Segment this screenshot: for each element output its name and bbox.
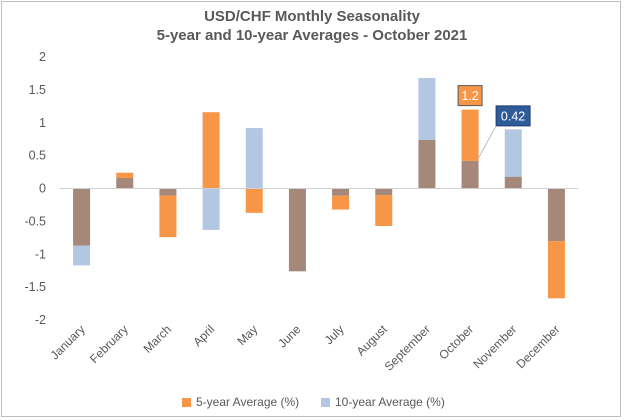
bar-group: [461, 109, 479, 189]
x-tick-label: May: [234, 322, 260, 348]
bar-overlap: [116, 177, 134, 189]
bar-group: [202, 112, 220, 230]
y-tick-label: 1: [39, 116, 46, 130]
bar-group: [504, 129, 522, 189]
bar-10yr: [418, 78, 436, 140]
y-tick-label: -0.5: [24, 214, 46, 228]
value-callout: 1.2: [457, 85, 483, 107]
x-tick-label: November: [470, 322, 519, 371]
x-tick-label: August: [354, 322, 391, 359]
y-tick-label: 1.5: [29, 83, 46, 97]
x-tick-label: October: [436, 322, 476, 362]
bar-5yr: [547, 241, 565, 299]
bar-5yr: [245, 188, 263, 213]
bar-5yr: [332, 195, 350, 210]
bar-overlap: [332, 188, 350, 196]
y-tick-label: 2: [39, 50, 46, 64]
bar-5yr: [159, 195, 177, 238]
bar-overlap: [418, 139, 436, 189]
bar-overlap: [504, 176, 522, 189]
bar-10yr: [73, 245, 91, 266]
x-tick-label: June: [275, 322, 304, 351]
callouts: 1.2 0.42: [457, 85, 531, 160]
x-tick-label: December: [513, 322, 562, 371]
bar-overlap: [461, 160, 479, 189]
bar-group: [116, 172, 134, 189]
bar-group: [159, 188, 177, 238]
bar-5yr: [461, 109, 479, 161]
bar-group: [288, 188, 306, 272]
callout-box: [495, 105, 531, 127]
legend-swatch-5yr: [182, 397, 191, 407]
bar-group: [332, 188, 350, 210]
callout-box: [457, 85, 483, 107]
bar-overlap: [288, 188, 306, 272]
y-tick-label: -1.5: [24, 280, 46, 294]
x-tick-label: September: [382, 322, 433, 373]
bar-10yr: [245, 128, 263, 189]
y-tick-label: -1: [35, 247, 46, 261]
x-tick-label: January: [48, 322, 88, 362]
callout-text: 1.2: [461, 89, 478, 103]
callout-leader: [477, 125, 497, 160]
bar-group: [73, 188, 91, 266]
legend-item-5yr: 5-year Average (%): [182, 395, 299, 409]
bar-5yr: [375, 195, 393, 226]
bar-5yr: [116, 172, 134, 178]
bar-overlap: [547, 188, 565, 242]
bar-10yr: [504, 129, 522, 177]
legend-label-10yr: 10-year Average (%): [335, 395, 445, 409]
bar-group: [547, 188, 565, 299]
callout-text: 0.42: [501, 109, 525, 123]
legend-label-5yr: 5-year Average (%): [196, 395, 300, 409]
chart-title: USD/CHF Monthly Seasonality: [204, 8, 420, 25]
x-axis-labels: January February March April May June July Augu…: [48, 322, 563, 374]
value-callout: 0.42: [477, 105, 531, 160]
x-tick-label: July: [322, 322, 347, 347]
x-tick-label: March: [141, 322, 174, 355]
bar-10yr: [202, 188, 220, 230]
y-tick-label: 0.5: [29, 149, 46, 163]
legend-item-10yr: 10-year Average (%): [321, 395, 445, 409]
bars: [73, 78, 565, 299]
bar-overlap: [375, 188, 393, 196]
bar-5yr: [202, 112, 220, 189]
y-tick-label: 0: [39, 182, 46, 196]
chart-subtitle: 5-year and 10-year Averages - October 20…: [156, 27, 468, 44]
bar-group: [375, 188, 393, 226]
y-axis-ticks: 2 1.5 1 0.5 0 -0.5 -1 -1.5 -2: [24, 50, 46, 327]
bar-overlap: [159, 188, 177, 196]
bar-group: [418, 78, 436, 189]
bar-overlap: [73, 188, 91, 246]
x-tick-label: February: [87, 322, 131, 366]
legend-swatch-10yr: [321, 397, 330, 407]
bar-group: [245, 128, 263, 213]
x-tick-label: April: [190, 322, 217, 349]
y-tick-label: -2: [35, 313, 46, 327]
